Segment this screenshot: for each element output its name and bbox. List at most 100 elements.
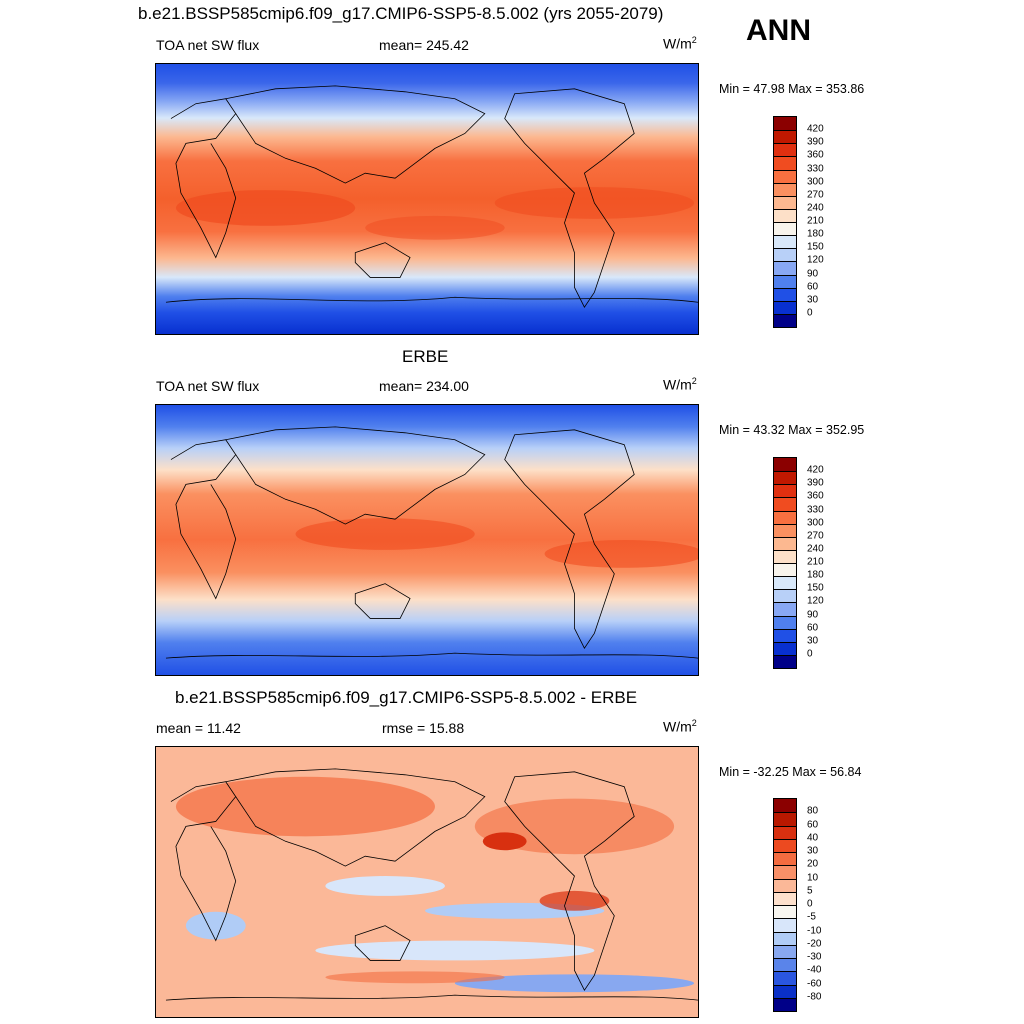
panel2-colorbar-segment: [774, 484, 796, 498]
panel2-colorbar-tick-label: 240: [807, 543, 824, 555]
panel2-variable-label: TOA net SW flux: [156, 378, 260, 394]
panel1-map: [155, 63, 699, 335]
panel2-colorbar-segment: [774, 628, 796, 642]
panel1-colorbar-tick-label: 180: [807, 228, 824, 240]
panel3-colorbar-tick-label: -30: [807, 951, 822, 963]
panel1-colorbar-tick-label: 150: [807, 241, 824, 253]
panel1-colorbar-segment: [774, 130, 796, 144]
panel1-colorbar-tick-label: 270: [807, 189, 824, 201]
panel3-minmax: Min = -32.25 Max = 56.84: [719, 765, 862, 779]
panel2-colorbar-tick-label: 390: [807, 477, 824, 489]
panel3-colorbar-tick-label: -80: [807, 991, 822, 1003]
panel2-colorbar-segment: [774, 602, 796, 616]
panel2-colorbar-tick-label: 0: [807, 648, 813, 660]
panel2-colorbar-segment: [774, 549, 796, 563]
panel1-colorbar-segment: [774, 261, 796, 275]
panel3-colorbar-segment: [774, 931, 796, 945]
panel2-colorbar-tick-label: 420: [807, 464, 824, 476]
panel2-map-svg: [156, 405, 698, 675]
panel1-colorbar-segment: [774, 117, 796, 131]
panel1-colorbar-segment: [774, 274, 796, 288]
panel1-colorbar-tick-label: 60: [807, 281, 819, 293]
panel3-colorbar-segment: [774, 852, 796, 866]
panel1-units-label: W/m2: [663, 35, 697, 52]
panel2-colorbar-tick-label: 150: [807, 582, 824, 594]
panel2-colorbar-tick-label: 180: [807, 569, 824, 581]
panel1-colorbar-segment: [774, 300, 796, 314]
panel3-colorbar-tick-label: 0: [807, 898, 813, 910]
panel2-title: ERBE: [402, 347, 449, 366]
panel1-colorbar-segment: [774, 222, 796, 236]
panel1-colorbar-tick-label: 360: [807, 149, 824, 161]
panel3-map-svg: [156, 747, 698, 1017]
panel2-colorbar: [773, 457, 797, 669]
panel1-colorbar-tick-label: 210: [807, 215, 824, 227]
panel2-colorbar-tick-label: 270: [807, 530, 824, 542]
panel3-colorbar-tick-label: -40: [807, 964, 822, 976]
panel2-colorbar-segment: [774, 589, 796, 603]
panel3-colorbar-segment: [774, 944, 796, 958]
panel3-colorbar-tick-label: -10: [807, 925, 822, 936]
panel3-colorbar-tick-label: 20: [807, 858, 819, 870]
panel1-colorbar-segment: [774, 248, 796, 262]
panel1-colorbar-tick-label: 90: [807, 268, 819, 279]
panel3-colorbar-tick-label: -20: [807, 938, 822, 950]
panel3-colorbar-segment: [774, 905, 796, 919]
panel1-colorbar-tick-label: 330: [807, 163, 824, 174]
panel1-colorbar-segment: [774, 208, 796, 222]
panel3-colorbar-tick-label: 10: [807, 872, 819, 883]
panel1-colorbar-tick-label: 390: [807, 136, 824, 148]
panel1-map-svg: [156, 64, 698, 334]
panel1-colorbar-tick-label: 30: [807, 294, 819, 306]
panel1-mean-label: mean= 245.42: [379, 37, 469, 53]
panel1-colorbar-tick-label: 300: [807, 176, 824, 188]
panel3-colorbar-segment: [774, 997, 796, 1011]
panel1-colorbar-tick-label: 240: [807, 202, 824, 214]
panel3-colorbar-segment: [774, 958, 796, 972]
panel3-title: b.e21.BSSP585cmip6.f09_g17.CMIP6-SSP5-8.…: [175, 688, 638, 707]
panel3-colorbar-segment: [774, 891, 796, 905]
panel1-colorbar-tick-label: 0: [807, 307, 813, 319]
panel2-colorbar-segment: [774, 536, 796, 550]
panel2-colorbar-segment: [774, 615, 796, 629]
panel2-colorbar-tick-label: 210: [807, 556, 824, 568]
panel3-colorbar-segment: [774, 878, 796, 892]
panel2-colorbar-tick-label: 60: [807, 622, 819, 634]
panel2-colorbar-segment: [774, 471, 796, 485]
panel3-colorbar-segment: [774, 918, 796, 932]
panel3-mean-label: mean = 11.42: [156, 720, 241, 736]
panel3-units-label: W/m2: [663, 718, 697, 735]
panel2-colorbar-tick-label: 330: [807, 504, 824, 515]
panel2-colorbar-segment: [774, 497, 796, 511]
panel3-map: [155, 746, 699, 1018]
main-title: b.e21.BSSP585cmip6.f09_g17.CMIP6-SSP5-8.…: [138, 4, 664, 23]
panel1-colorbar-segment: [774, 195, 796, 209]
panel3-colorbar-tick-label: -5: [807, 911, 816, 923]
panel2-colorbar-tick-label: 90: [807, 609, 819, 620]
panel1-colorbar: [773, 116, 797, 328]
panel2-colorbar-tick-label: 30: [807, 635, 819, 647]
panel2-colorbar-tick-label: 300: [807, 517, 824, 529]
panel3-colorbar-tick-label: 80: [807, 805, 819, 817]
panel3-colorbar-segment: [774, 838, 796, 852]
panel1-colorbar-segment: [774, 169, 796, 183]
panel3-colorbar-tick-label: 40: [807, 832, 819, 844]
panel3-colorbar-segment: [774, 984, 796, 998]
panel1-colorbar-tick-label: 120: [807, 254, 824, 266]
panel1-colorbar-segment: [774, 156, 796, 170]
panel2-colorbar-segment: [774, 510, 796, 524]
panel3-colorbar-tick-label: 5: [807, 885, 813, 897]
panel1-colorbar-segment: [774, 313, 796, 327]
panel3-rmse-label: rmse = 15.88: [382, 720, 465, 736]
panel2-colorbar-segment: [774, 563, 796, 577]
season-label: ANN: [746, 14, 811, 47]
panel3-colorbar-segment: [774, 825, 796, 839]
panel2-mean-label: mean= 234.00: [379, 378, 469, 394]
panel2-colorbar-segment: [774, 576, 796, 590]
panel3-colorbar-tick-label: -60: [807, 978, 822, 989]
panel2-colorbar-segment: [774, 641, 796, 655]
panel2-colorbar-segment: [774, 654, 796, 668]
panel1-colorbar-segment: [774, 143, 796, 157]
panel3-colorbar-segment: [774, 971, 796, 985]
panel1-variable-label: TOA net SW flux: [156, 37, 260, 53]
